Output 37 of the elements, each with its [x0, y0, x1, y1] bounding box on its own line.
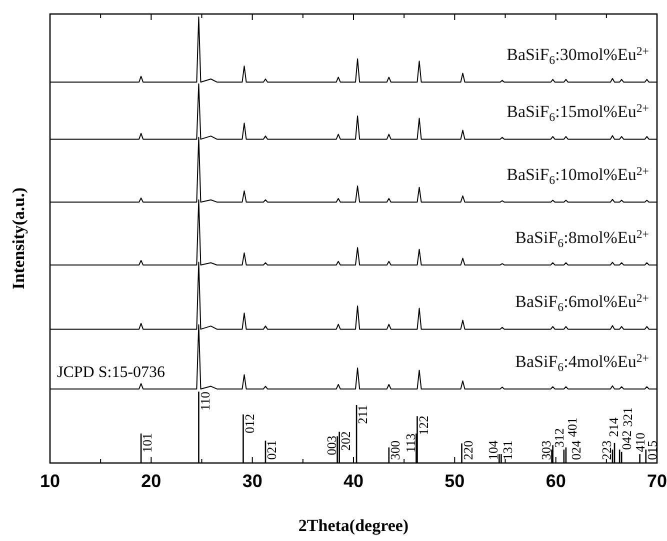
series-label: BaSiF$_{6}$:10mol%Eu$^{2+}$	[506, 164, 650, 187]
y-axis-title: Intensity(a.u.)	[9, 187, 28, 290]
x-axis-title: 2Theta(degree)	[298, 516, 409, 535]
annotation: 321	[620, 407, 636, 427]
annotation: 024	[568, 440, 584, 460]
annotation: 021	[264, 440, 280, 460]
annotation: JCPD S:15-0736	[57, 364, 166, 381]
annotation: 131	[500, 440, 515, 460]
series-label: BaSiF$_{6}$:15mol%Eu$^{2+}$	[506, 100, 650, 124]
annotation: 220	[460, 440, 476, 460]
annotation: 003	[324, 436, 339, 456]
x-tick-label: 50	[444, 471, 465, 491]
annotation: 110	[197, 392, 212, 411]
annotation: 122	[416, 416, 431, 436]
x-tick-label: 20	[141, 471, 162, 491]
x-tick-label: 70	[646, 471, 667, 491]
series-label: BaSiF$_{6}$:6mol%Eu$^{2+}$	[515, 290, 650, 314]
annotation: 113	[402, 434, 418, 453]
annotation: 312	[551, 428, 566, 448]
x-tick-label: 30	[242, 471, 262, 491]
annotation: 012	[242, 414, 257, 434]
annotation: 401	[564, 418, 580, 437]
annotation: 303	[538, 440, 554, 460]
annotation: 104	[486, 440, 501, 460]
series-label: BaSiF$_{6}$:30mol%Eu$^{2+}$	[506, 44, 650, 67]
annotation: 042	[619, 430, 634, 450]
x-tick-label: 60	[546, 471, 566, 491]
x-tick-label: 40	[343, 471, 364, 491]
annotation: 223	[599, 440, 614, 460]
annotation: 214	[606, 417, 622, 437]
annotation: 300	[387, 440, 402, 460]
annotation: 202	[338, 431, 353, 451]
series-label: BaSiF$_{6}$:8mol%Eu$^{2+}$	[515, 226, 650, 250]
x-tick-label: 10	[40, 471, 60, 491]
annotation: 101	[140, 433, 155, 453]
series-label: BaSiF$_{6}$:4mol%Eu$^{2+}$	[515, 350, 650, 374]
annotation: 211	[355, 404, 370, 424]
